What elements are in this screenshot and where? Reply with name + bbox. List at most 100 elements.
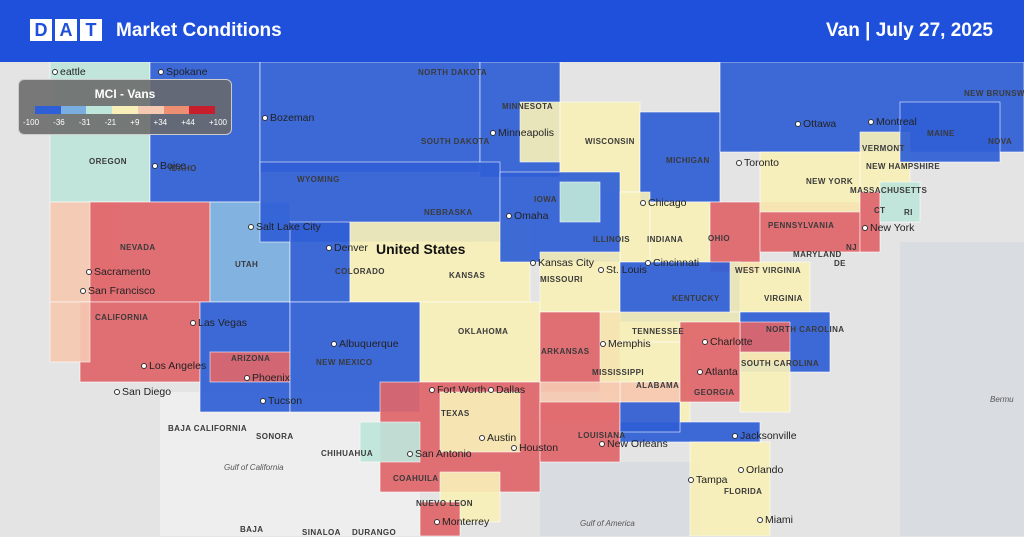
- state-label: VIRGINIA: [764, 294, 803, 303]
- state-label: MISSISSIPPI: [592, 368, 644, 377]
- water-label: Bermu: [990, 395, 1014, 404]
- state-label: GEORGIA: [694, 388, 735, 397]
- legend-swatch: [86, 106, 113, 114]
- subtitle: Van | July 27, 2025: [826, 20, 993, 42]
- state-label: KENTUCKY: [672, 294, 720, 303]
- city-label: Miami: [757, 514, 793, 526]
- region: [709, 201, 761, 273]
- separator: |: [865, 20, 871, 41]
- state-label: ARKANSAS: [541, 347, 590, 356]
- city-label: Las Vegas: [190, 317, 247, 329]
- legend-label: +34: [153, 118, 168, 127]
- state-label: ALABAMA: [636, 381, 680, 390]
- state-label: LOUISIANA: [578, 431, 626, 440]
- city-label: Orlando: [738, 464, 783, 476]
- state-label: WISCONSIN: [585, 137, 635, 146]
- state-label: UTAH: [235, 260, 259, 269]
- legend-title: MCI - Vans: [94, 87, 156, 101]
- state-label: MASSACHUSETTS: [850, 186, 928, 195]
- city-label: Chicago: [640, 197, 687, 209]
- state-label: BAJA: [240, 525, 264, 534]
- state-label: SOUTH CAROLINA: [741, 359, 820, 368]
- state-label: FLORIDA: [724, 487, 763, 496]
- city-label: Jacksonville: [732, 430, 797, 442]
- state-label: MICHIGAN: [666, 156, 710, 165]
- legend-swatch: [137, 106, 164, 114]
- city-label: Spokane: [158, 66, 207, 78]
- city-label: St. Louis: [598, 264, 647, 276]
- city-label: Austin: [479, 432, 516, 444]
- state-label: SINALOA: [302, 528, 341, 537]
- state-label: IDAHO: [169, 164, 197, 173]
- state-label: NEW YORK: [806, 177, 854, 186]
- legend-swatch: [163, 106, 190, 114]
- state-label: MARYLAND: [793, 250, 842, 259]
- legend-label: -36: [53, 118, 65, 127]
- big-label: United States: [376, 241, 466, 257]
- state-label: COLORADO: [335, 267, 385, 276]
- city-label: Denver: [326, 242, 368, 254]
- state-label: IOWA: [534, 195, 557, 204]
- state-label: CT: [874, 206, 886, 215]
- city-label: Boise: [152, 160, 186, 172]
- city-label: Houston: [511, 442, 558, 454]
- state-label: BAJA CALIFORNIA: [168, 424, 248, 433]
- region: [879, 181, 921, 223]
- state-label: INDIANA: [647, 235, 684, 244]
- state-label: OHIO: [708, 234, 731, 243]
- city-label: Atlanta: [697, 366, 738, 378]
- logo-letter: T: [80, 19, 102, 41]
- city-label: San Antonio: [407, 448, 472, 460]
- state-label: MISSOURI: [540, 275, 583, 284]
- logo-letter: D: [30, 19, 52, 41]
- state-label: NEW MEXICO: [316, 358, 373, 367]
- state-label: ILLINOIS: [593, 235, 630, 244]
- state-label: TENNESSEE: [632, 327, 685, 336]
- city-label: Toronto: [736, 157, 779, 169]
- region: [559, 181, 601, 223]
- state-label: OKLAHOMA: [458, 327, 509, 336]
- state-label: PENNSYLVANIA: [768, 221, 835, 230]
- city-label: Monterrey: [434, 516, 489, 528]
- state-label: TEXAS: [441, 409, 470, 418]
- city-label: Dallas: [488, 384, 525, 396]
- region: [899, 101, 1001, 163]
- state-label: WEST VIRGINIA: [735, 266, 802, 275]
- city-label: Phoenix: [244, 372, 290, 384]
- city-label: Charlotte: [702, 336, 753, 348]
- state-label: NUEVO LEON: [416, 499, 473, 508]
- city-label: eattle: [52, 66, 86, 78]
- legend-swatch: [112, 106, 138, 114]
- region: [289, 221, 351, 303]
- state-label: CHIHUAHUA: [321, 449, 374, 458]
- legend-swatch: [189, 106, 216, 114]
- water-label: Gulf of America: [580, 519, 635, 528]
- city-label: San Diego: [114, 386, 171, 398]
- region: [49, 301, 91, 363]
- city-label: Tampa: [688, 474, 728, 486]
- city-label: Tucson: [260, 395, 302, 407]
- state-label: VERMONT: [862, 144, 905, 153]
- legend-label: +100: [208, 118, 227, 127]
- region: [739, 351, 791, 413]
- state-label: NJ: [846, 243, 858, 252]
- city-label: Salt Lake City: [248, 221, 321, 233]
- header: D A T Market Conditions Van | July 27, 2…: [0, 0, 1024, 62]
- legend-label: +9: [130, 118, 140, 127]
- city-label: Montreal: [868, 116, 917, 128]
- state-label: NEW HAMPSHIRE: [866, 162, 941, 171]
- state-label: OREGON: [89, 157, 127, 166]
- equipment: Van: [826, 20, 860, 41]
- state-label: RI: [904, 208, 913, 217]
- state-label: NOVA: [988, 137, 1013, 146]
- city-label: Memphis: [600, 338, 651, 350]
- city-label: Minneapolis: [490, 127, 554, 139]
- state-label: NORTH CAROLINA: [766, 325, 845, 334]
- logo-letter: A: [55, 19, 77, 41]
- state-label: WYOMING: [297, 175, 340, 184]
- city-label: Los Angeles: [141, 360, 206, 372]
- logo: D A T: [30, 19, 102, 41]
- state-label: DURANGO: [352, 528, 397, 537]
- city-label: Albuquerque: [331, 338, 399, 350]
